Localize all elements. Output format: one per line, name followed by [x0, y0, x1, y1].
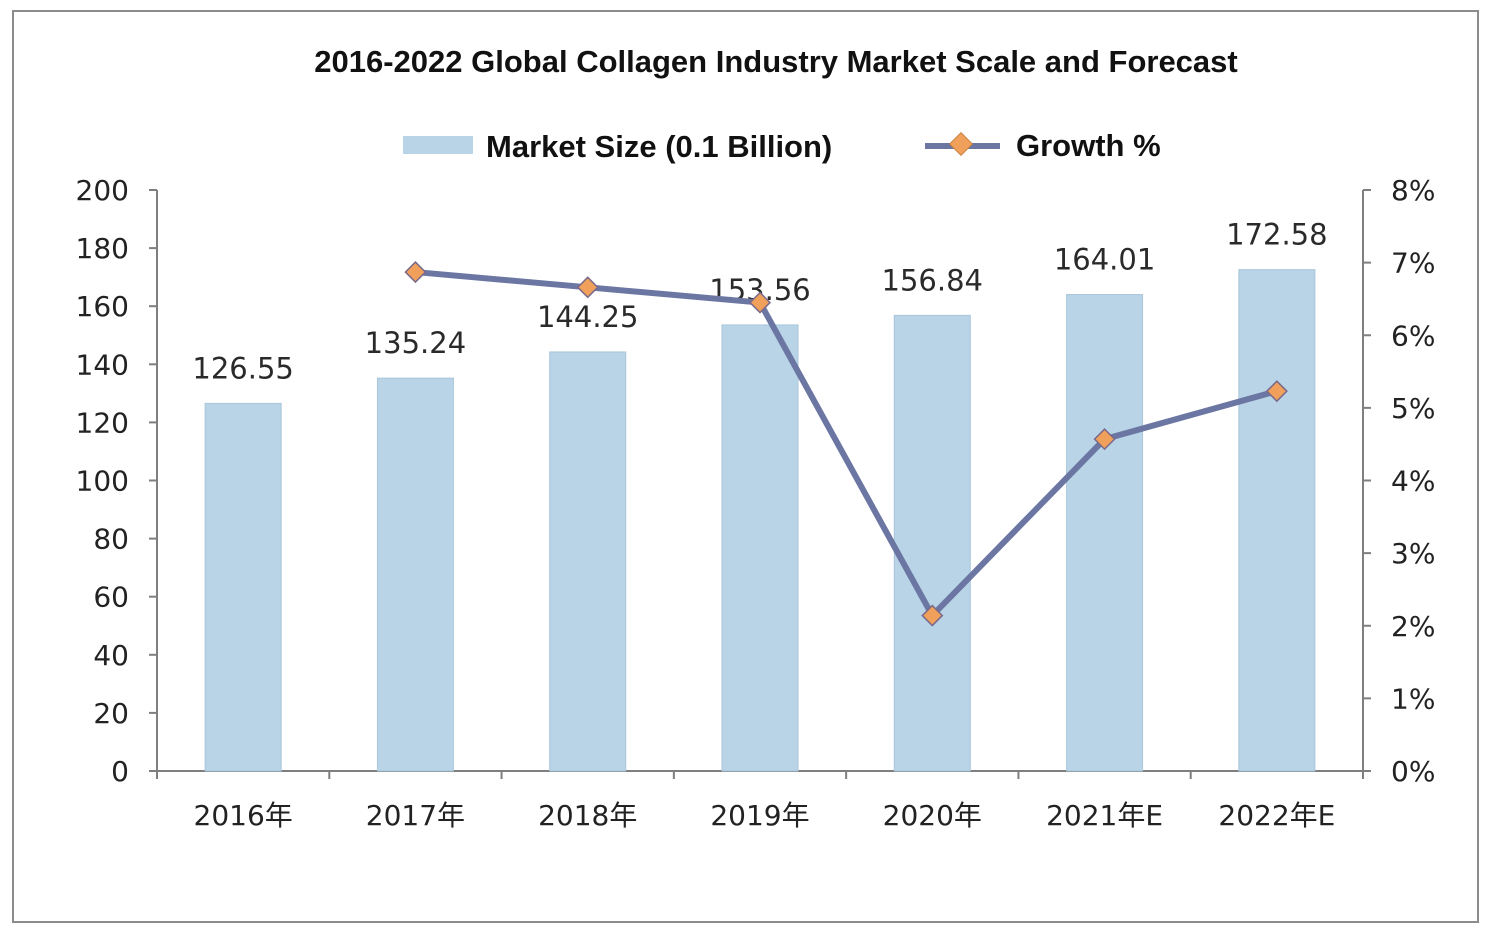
y-right-tick-label: 4% [1391, 465, 1435, 498]
y-left-tick-label: 0 [111, 755, 129, 788]
bar [204, 402, 282, 772]
growth-point [1093, 428, 1116, 451]
y-left-tick-label: 20 [93, 697, 129, 730]
y-left-tick-label: 160 [76, 290, 129, 323]
axes: 0 20 40 60 80 100 120 140 160 180 200 0% 1% 2% 3% 4% 5% 6… [76, 174, 1436, 832]
y-left-tick-label: 180 [76, 232, 129, 265]
y-left-tick-label: 60 [93, 581, 129, 614]
y-left-tick-label: 40 [93, 639, 129, 672]
legend-label-growth: Growth % [1016, 128, 1161, 163]
bar-data-label: 172.58 [1226, 218, 1327, 252]
y-left-tick-label: 80 [93, 523, 129, 556]
x-tick-label: 2019年 [710, 799, 809, 832]
x-tick-label: 2022年E [1218, 799, 1335, 832]
y-right-tick-label: 8% [1391, 174, 1435, 207]
y-right-tick-label: 2% [1391, 610, 1435, 643]
bar-data-label: 164.01 [1054, 243, 1155, 277]
y-left-tick-label: 200 [76, 174, 129, 207]
y-left-tick-label: 140 [76, 348, 129, 381]
y-right-tick-label: 5% [1391, 392, 1435, 425]
bar-data-label: 144.25 [537, 300, 638, 334]
bar [1238, 269, 1316, 772]
bar [1066, 294, 1144, 772]
y-right-tick-label: 3% [1391, 537, 1435, 570]
legend-marker-growth [948, 131, 974, 157]
bar-data-label: 156.84 [882, 263, 983, 297]
bar [376, 377, 454, 772]
x-tick-label: 2017年 [366, 799, 465, 832]
bar [549, 351, 627, 772]
x-tick-label: 2020年 [883, 799, 982, 832]
legend-label-market-size: Market Size (0.1 Billion) [486, 129, 832, 164]
y-right-tick-label: 7% [1391, 247, 1435, 280]
growth-point [1265, 380, 1288, 403]
chart-title: 2016-2022 Global Collagen Industry Marke… [314, 44, 1237, 79]
y-right-tick-label: 6% [1391, 319, 1435, 352]
y-right-tick-label: 1% [1391, 682, 1435, 715]
growth-line-series [404, 261, 1288, 627]
growth-point [748, 291, 772, 314]
growth-point [404, 261, 427, 284]
x-tick-label: 2018年 [538, 799, 637, 832]
growth-line [415, 269, 1278, 619]
y-right-tick-label: 0% [1391, 755, 1435, 788]
bar-series [204, 269, 1316, 772]
x-tick-label: 2016年 [194, 799, 293, 832]
bar [721, 324, 799, 772]
bar-data-label: 126.55 [192, 351, 293, 385]
growth-point [576, 276, 599, 299]
growth-point [921, 604, 944, 627]
bar [893, 314, 971, 772]
legend-swatch-market-size [403, 136, 473, 154]
bar-data-label: 135.24 [365, 326, 466, 360]
x-tick-label: 2021年E [1046, 799, 1163, 832]
y-left-tick-label: 100 [76, 465, 129, 498]
y-left-tick-label: 120 [76, 406, 129, 439]
